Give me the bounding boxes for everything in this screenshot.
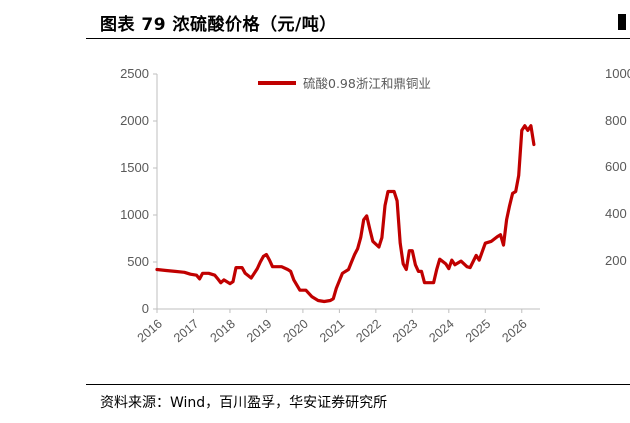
legend: 硫酸0.98浙江和鼎铜业	[258, 76, 431, 91]
neighbor-y-tick-label: 400	[605, 206, 627, 221]
neighbor-y-tick-label: 1000	[605, 66, 630, 81]
x-tick-label: 2017	[171, 317, 201, 346]
neighbor-y-tick-label: 600	[605, 159, 627, 174]
neighbor-chart-axis: 1000 800 600 400 200	[605, 66, 630, 268]
x-axis: 2016 2017 2018 2019 2020 2021 2022 2023 2024 2025…	[135, 308, 540, 346]
legend-label: 硫酸0.98浙江和鼎铜业	[303, 76, 431, 91]
x-tick-label: 2020	[281, 317, 311, 346]
x-tick-label: 2019	[244, 317, 274, 346]
y-tick-label: 2500	[120, 66, 149, 81]
y-tick-label: 1000	[120, 207, 149, 222]
x-tick-label: 2025	[463, 317, 493, 346]
footer-rule	[86, 384, 630, 385]
x-tick-label: 2024	[426, 317, 456, 346]
neighbor-y-tick-label: 200	[605, 253, 627, 268]
figure-title: 图表 79 浓硫酸价格（元/吨）	[100, 15, 337, 35]
y-tick-label: 1500	[120, 160, 149, 175]
y-axis: 0 500 1000 1500 2000 2500	[120, 66, 158, 316]
y-tick-label: 2000	[120, 113, 149, 128]
y-tick-label: 0	[142, 301, 149, 316]
series-line	[155, 124, 536, 304]
x-tick-label: 2021	[317, 317, 347, 346]
x-tick-label: 2016	[135, 317, 165, 346]
neighbor-title-edge	[618, 14, 626, 30]
x-tick-label: 2018	[208, 317, 238, 346]
title-rule	[86, 38, 630, 39]
x-tick-label: 2023	[390, 317, 420, 346]
x-tick-label: 2026	[499, 317, 529, 346]
x-tick-label: 2022	[353, 317, 383, 346]
source-note: 资料来源：Wind，百川盈孚，华安证券研究所	[100, 395, 388, 411]
series-layer	[155, 124, 536, 304]
neighbor-y-tick-label: 800	[605, 113, 627, 128]
y-tick-label: 500	[127, 254, 149, 269]
